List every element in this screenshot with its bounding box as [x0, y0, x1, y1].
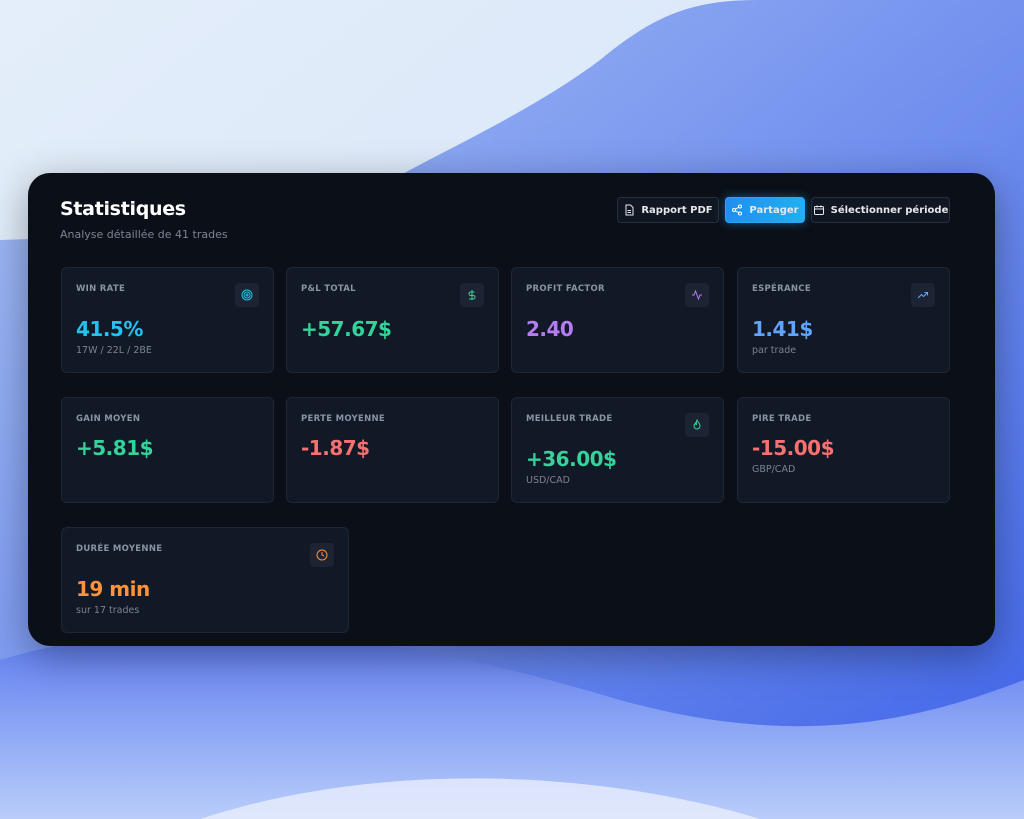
card-icon — [685, 283, 709, 307]
card-label: MEILLEUR TRADE — [526, 414, 613, 424]
title: Statistiques — [60, 198, 186, 220]
card-label: PERTE MOYENNE — [301, 414, 386, 424]
stat-card: DURÉE MOYENNE 19 min sur 17 trades — [61, 527, 349, 633]
stat-card: ESPÉRANCE 1.41$ par trade — [737, 267, 950, 373]
card-value: 41.5% — [76, 317, 143, 341]
stat-card: PERTE MOYENNE -1.87$ — [286, 397, 499, 503]
card-value: +57.67$ — [301, 317, 392, 341]
stat-card: PROFIT FACTOR 2.40 — [511, 267, 724, 373]
period-button[interactable]: Sélectionner période — [811, 197, 950, 223]
stat-card: MEILLEUR TRADE +36.00$ USD/CAD — [511, 397, 724, 503]
card-label: ESPÉRANCE — [752, 284, 811, 294]
card-value: 19 min — [76, 577, 150, 601]
card-value: 2.40 — [526, 317, 574, 341]
stat-card: GAIN MOYEN +5.81$ — [61, 397, 274, 503]
card-icon — [310, 543, 334, 567]
card-value: -15.00$ — [752, 436, 834, 460]
card-label: WIN RATE — [76, 284, 126, 294]
card-sub: USD/CAD — [526, 475, 570, 486]
card-value: +36.00$ — [526, 447, 617, 471]
card-value: -1.87$ — [301, 436, 370, 460]
card-sub: GBP/CAD — [752, 464, 796, 475]
card-label: GAIN MOYEN — [76, 414, 141, 424]
stat-card: WIN RATE 41.5% 17W / 22L / 2BE — [61, 267, 274, 373]
stat-card: PIRE TRADE -15.00$ GBP/CAD — [737, 397, 950, 503]
card-icon — [460, 283, 484, 307]
card-sub: 17W / 22L / 2BE — [76, 345, 152, 356]
card-icon — [235, 283, 259, 307]
card-label: PROFIT FACTOR — [526, 284, 605, 294]
card-icon — [911, 283, 935, 307]
button-label: Partager — [749, 204, 799, 216]
card-label: PIRE TRADE — [752, 414, 812, 424]
card-label: P&L TOTAL — [301, 284, 356, 294]
stat-card: P&L TOTAL +57.67$ — [286, 267, 499, 373]
stats-panel: Statistiques Analyse détaillée de 41 tra… — [28, 173, 995, 646]
button-label: Rapport PDF — [641, 204, 713, 216]
button-label: Sélectionner période — [830, 204, 949, 216]
card-sub: par trade — [752, 345, 797, 356]
subtitle: Analyse détaillée de 41 trades — [60, 228, 228, 241]
pdf-button[interactable]: Rapport PDF — [617, 197, 719, 223]
share-button[interactable]: Partager — [725, 197, 805, 223]
card-icon — [685, 413, 709, 437]
card-value: 1.41$ — [752, 317, 813, 341]
card-value: +5.81$ — [76, 436, 154, 460]
card-label: DURÉE MOYENNE — [76, 544, 163, 554]
card-sub: sur 17 trades — [76, 605, 140, 616]
